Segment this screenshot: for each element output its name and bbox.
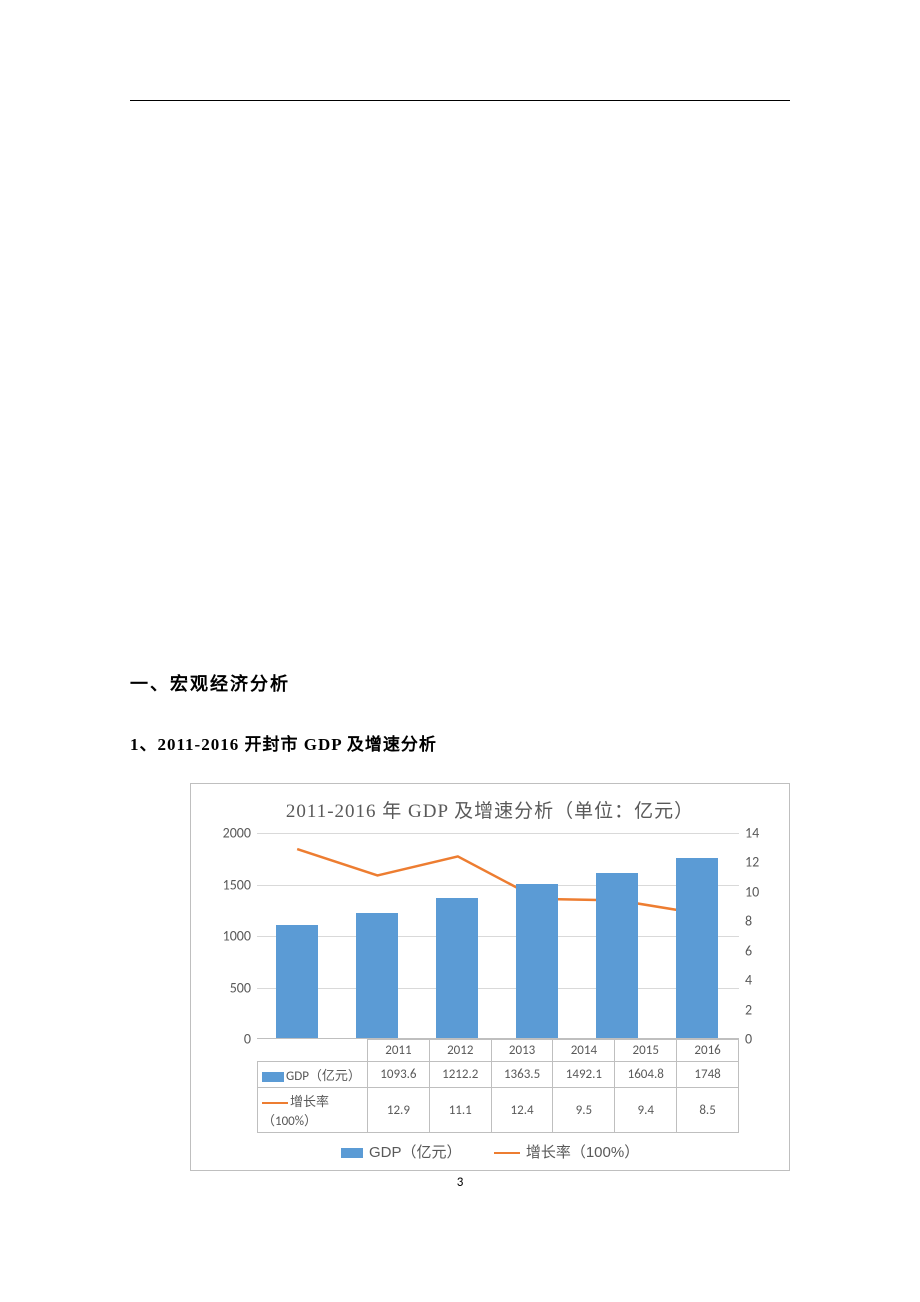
y-axis-right: 02468101214	[739, 833, 781, 1039]
table-year-header: 2014	[553, 1040, 615, 1062]
bar	[516, 884, 558, 1038]
y-right-tick: 10	[745, 883, 759, 900]
table-year-header: 2016	[677, 1040, 739, 1062]
legend-item-bar: GDP（亿元）	[341, 1141, 462, 1162]
table-row-header: GDP（亿元）	[258, 1062, 368, 1088]
y-right-tick: 12	[745, 854, 759, 871]
y-right-tick: 4	[745, 972, 752, 989]
table-year-header: 2012	[429, 1040, 491, 1062]
main-content: 一、宏观经济分析 1、2011-2016 开封市 GDP 及增速分析 2011-…	[130, 670, 790, 1171]
table-cell: 1604.8	[615, 1062, 677, 1088]
y-left-tick: 1000	[223, 928, 251, 945]
table-year-header: 2013	[491, 1040, 553, 1062]
table-corner	[258, 1040, 368, 1062]
y-right-tick: 0	[745, 1031, 752, 1048]
table-cell: 12.9	[368, 1088, 430, 1133]
chart-plot-row: 0500100015002000 02468101214	[199, 833, 781, 1039]
table-cell: 1212.2	[429, 1062, 491, 1088]
y-left-tick: 1500	[223, 876, 251, 893]
table-cell: 9.4	[615, 1088, 677, 1133]
table-year-header: 2011	[368, 1040, 430, 1062]
chart-legend: GDP（亿元） 增长率（100%）	[199, 1133, 781, 1166]
gdp-chart: 2011-2016 年 GDP 及增速分析（单位：亿元） 0 500 1000 150…	[190, 783, 790, 1171]
bar	[596, 873, 638, 1038]
chart-data-table: 201120122013201420152016 GDP（亿元）1093.6121…	[257, 1039, 739, 1133]
table-cell: 9.5	[553, 1088, 615, 1133]
y-left-tick: 0	[244, 1031, 251, 1048]
y-axis-left: 0500100015002000	[199, 833, 257, 1039]
y-right-tick: 6	[745, 942, 752, 959]
y-left-tick: 2000	[223, 825, 251, 842]
page-number: 3	[0, 1175, 920, 1190]
table-cell: 12.4	[491, 1088, 553, 1133]
chart-title: 2011-2016 年 GDP 及增速分析（单位：亿元）	[199, 796, 781, 823]
bar	[356, 913, 398, 1038]
table-cell: 1363.5	[491, 1062, 553, 1088]
y-right-tick: 8	[745, 913, 752, 930]
table-cell: 8.5	[677, 1088, 739, 1133]
legend-item-line: 增长率（100%）	[494, 1141, 640, 1162]
bar	[436, 898, 478, 1038]
line-swatch-icon	[494, 1152, 520, 1154]
bar	[276, 925, 318, 1038]
y-right-tick: 14	[745, 825, 759, 842]
chart-line-layer	[257, 833, 739, 1038]
table-cell: 11.1	[429, 1088, 491, 1133]
bar	[676, 858, 718, 1038]
legend-label: GDP（亿元）	[369, 1144, 462, 1161]
table-cell: 1492.1	[553, 1062, 615, 1088]
y-left-tick: 500	[230, 979, 251, 996]
bar-swatch-icon	[262, 1072, 284, 1082]
line-swatch-icon	[262, 1102, 288, 1104]
header-rule	[130, 100, 790, 101]
table-cell: 1748	[677, 1062, 739, 1088]
table-cell: 1093.6	[368, 1062, 430, 1088]
section-heading-1: 一、宏观经济分析	[130, 670, 790, 696]
bar-swatch-icon	[341, 1148, 363, 1158]
growth-rate-line	[297, 849, 699, 913]
table-row-header: 增长率（100%）	[258, 1088, 368, 1133]
chart-plot-area	[257, 833, 739, 1039]
table-year-header: 2015	[615, 1040, 677, 1062]
y-right-tick: 2	[745, 1001, 752, 1018]
legend-label: 增长率（100%）	[526, 1144, 639, 1161]
section-heading-2: 1、2011-2016 开封市 GDP 及增速分析	[130, 730, 790, 755]
